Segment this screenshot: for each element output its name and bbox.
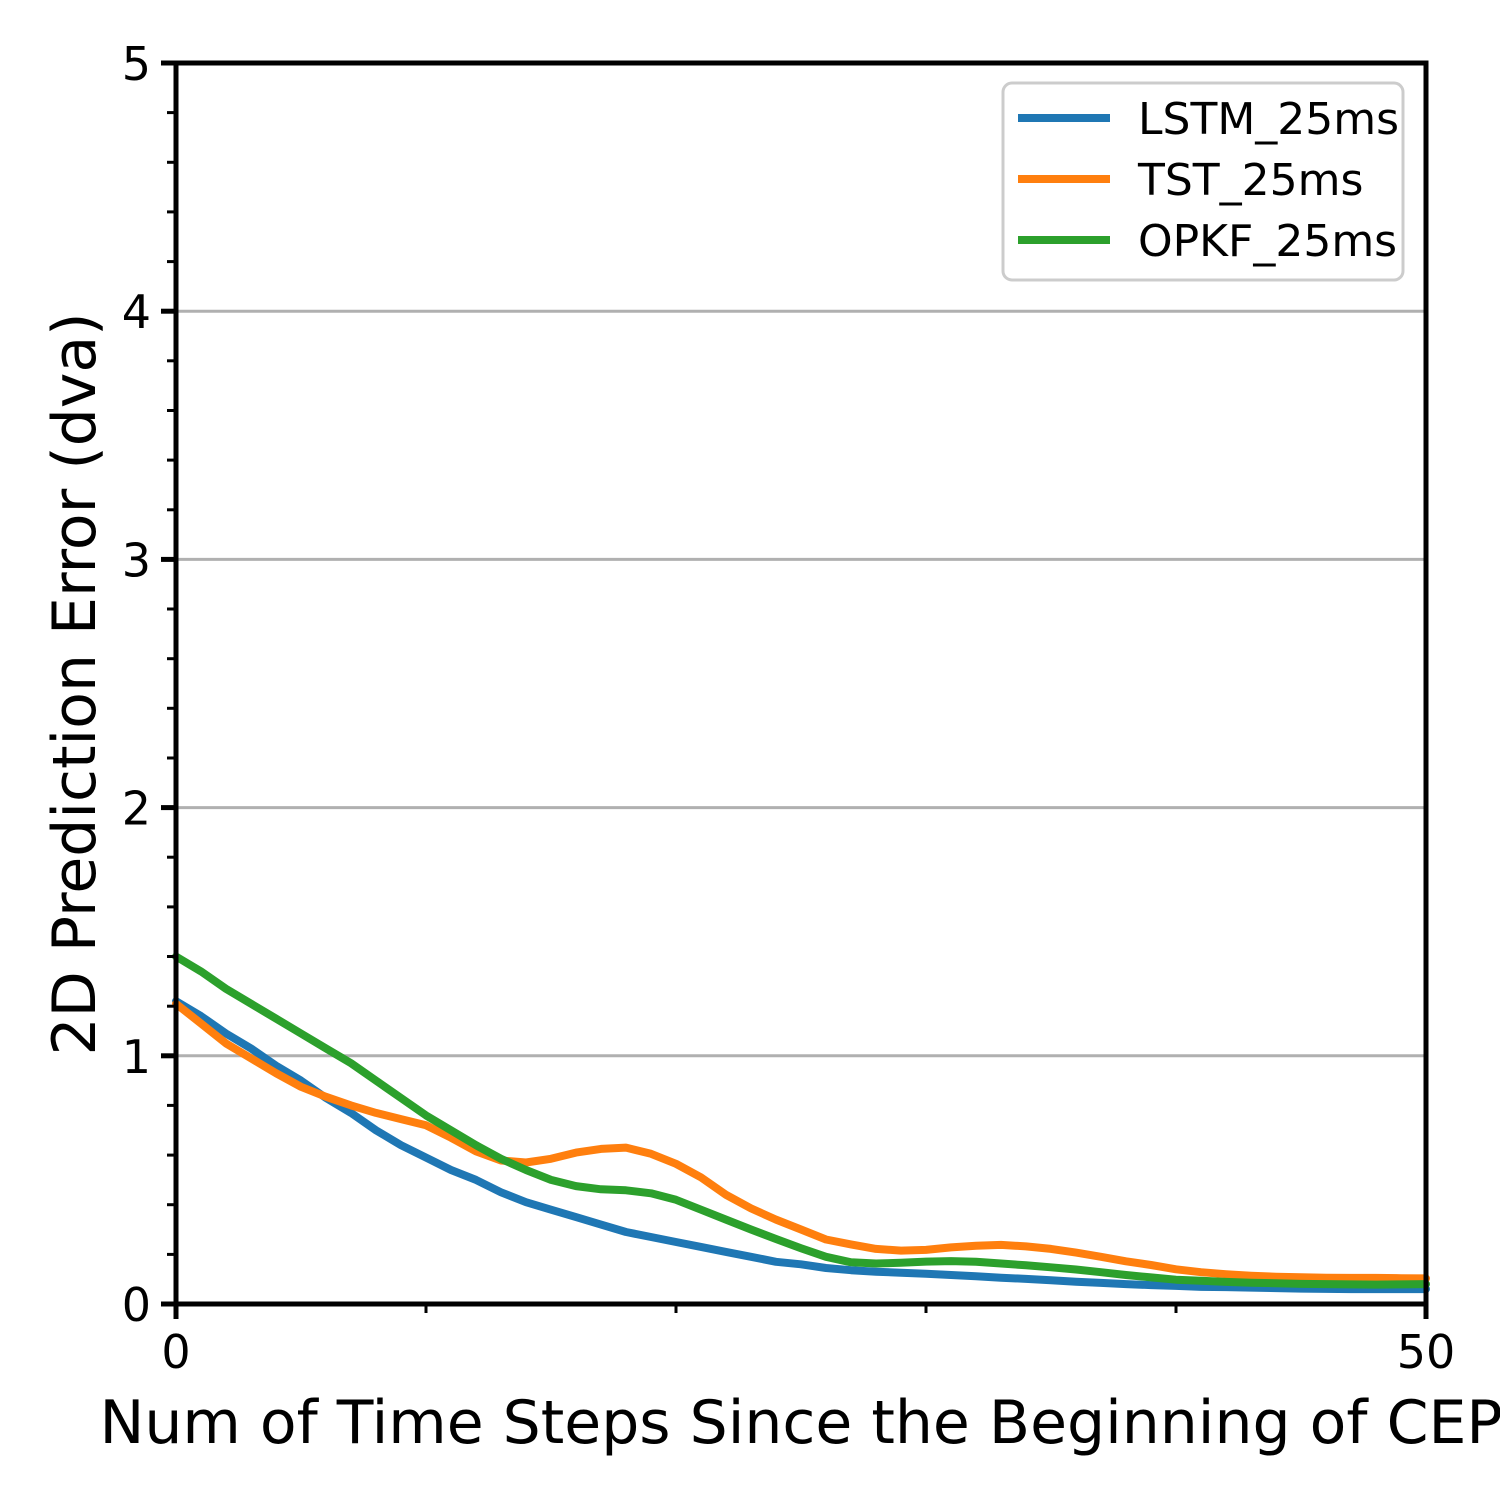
series-line-LSTM_25ms (172, 997, 1430, 1294)
y-tick-label-2: 2 (122, 782, 151, 836)
x-axis-label: Num of Time Steps Since the Beginning of… (99, 1388, 1500, 1458)
legend-label-opkf: OPKF_25ms (1138, 216, 1397, 267)
tick-layer: 0 50 0 1 2 3 4 5 (122, 37, 1456, 1379)
legend: LSTM_25ms TST_25ms OPKF_25ms (1001, 81, 1405, 282)
y-axis-label: 2D Prediction Error (dva) (40, 312, 110, 1055)
legend-label-lstm: LSTM_25ms (1138, 94, 1399, 145)
grid-layer (176, 309, 1426, 1058)
legend-box (1001, 81, 1405, 282)
x-tick-label-0: 0 (161, 1325, 190, 1379)
y-tick-label-4: 4 (122, 285, 151, 339)
series-layer (172, 952, 1430, 1294)
y-tick-label-0: 0 (122, 1278, 151, 1332)
legend-label-tst: TST_25ms (1137, 155, 1363, 206)
axes-spines (173, 60, 1429, 1307)
series-line-TST_25ms (172, 999, 1430, 1283)
y-tick-label-1: 1 (122, 1030, 151, 1084)
y-tick-label-3: 3 (122, 533, 151, 587)
x-tick-label-50: 50 (1397, 1325, 1456, 1379)
y-tick-label-5: 5 (122, 37, 151, 91)
series-line-OPKF_25ms (172, 952, 1430, 1289)
